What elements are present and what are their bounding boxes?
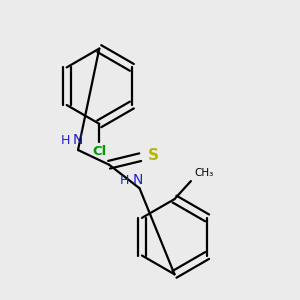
Text: N: N <box>73 133 83 147</box>
Text: H: H <box>60 134 70 147</box>
Text: Cl: Cl <box>92 145 106 158</box>
Text: N: N <box>133 172 143 187</box>
Text: CH₃: CH₃ <box>194 168 213 178</box>
Text: S: S <box>148 148 159 163</box>
Text: H: H <box>120 174 130 187</box>
